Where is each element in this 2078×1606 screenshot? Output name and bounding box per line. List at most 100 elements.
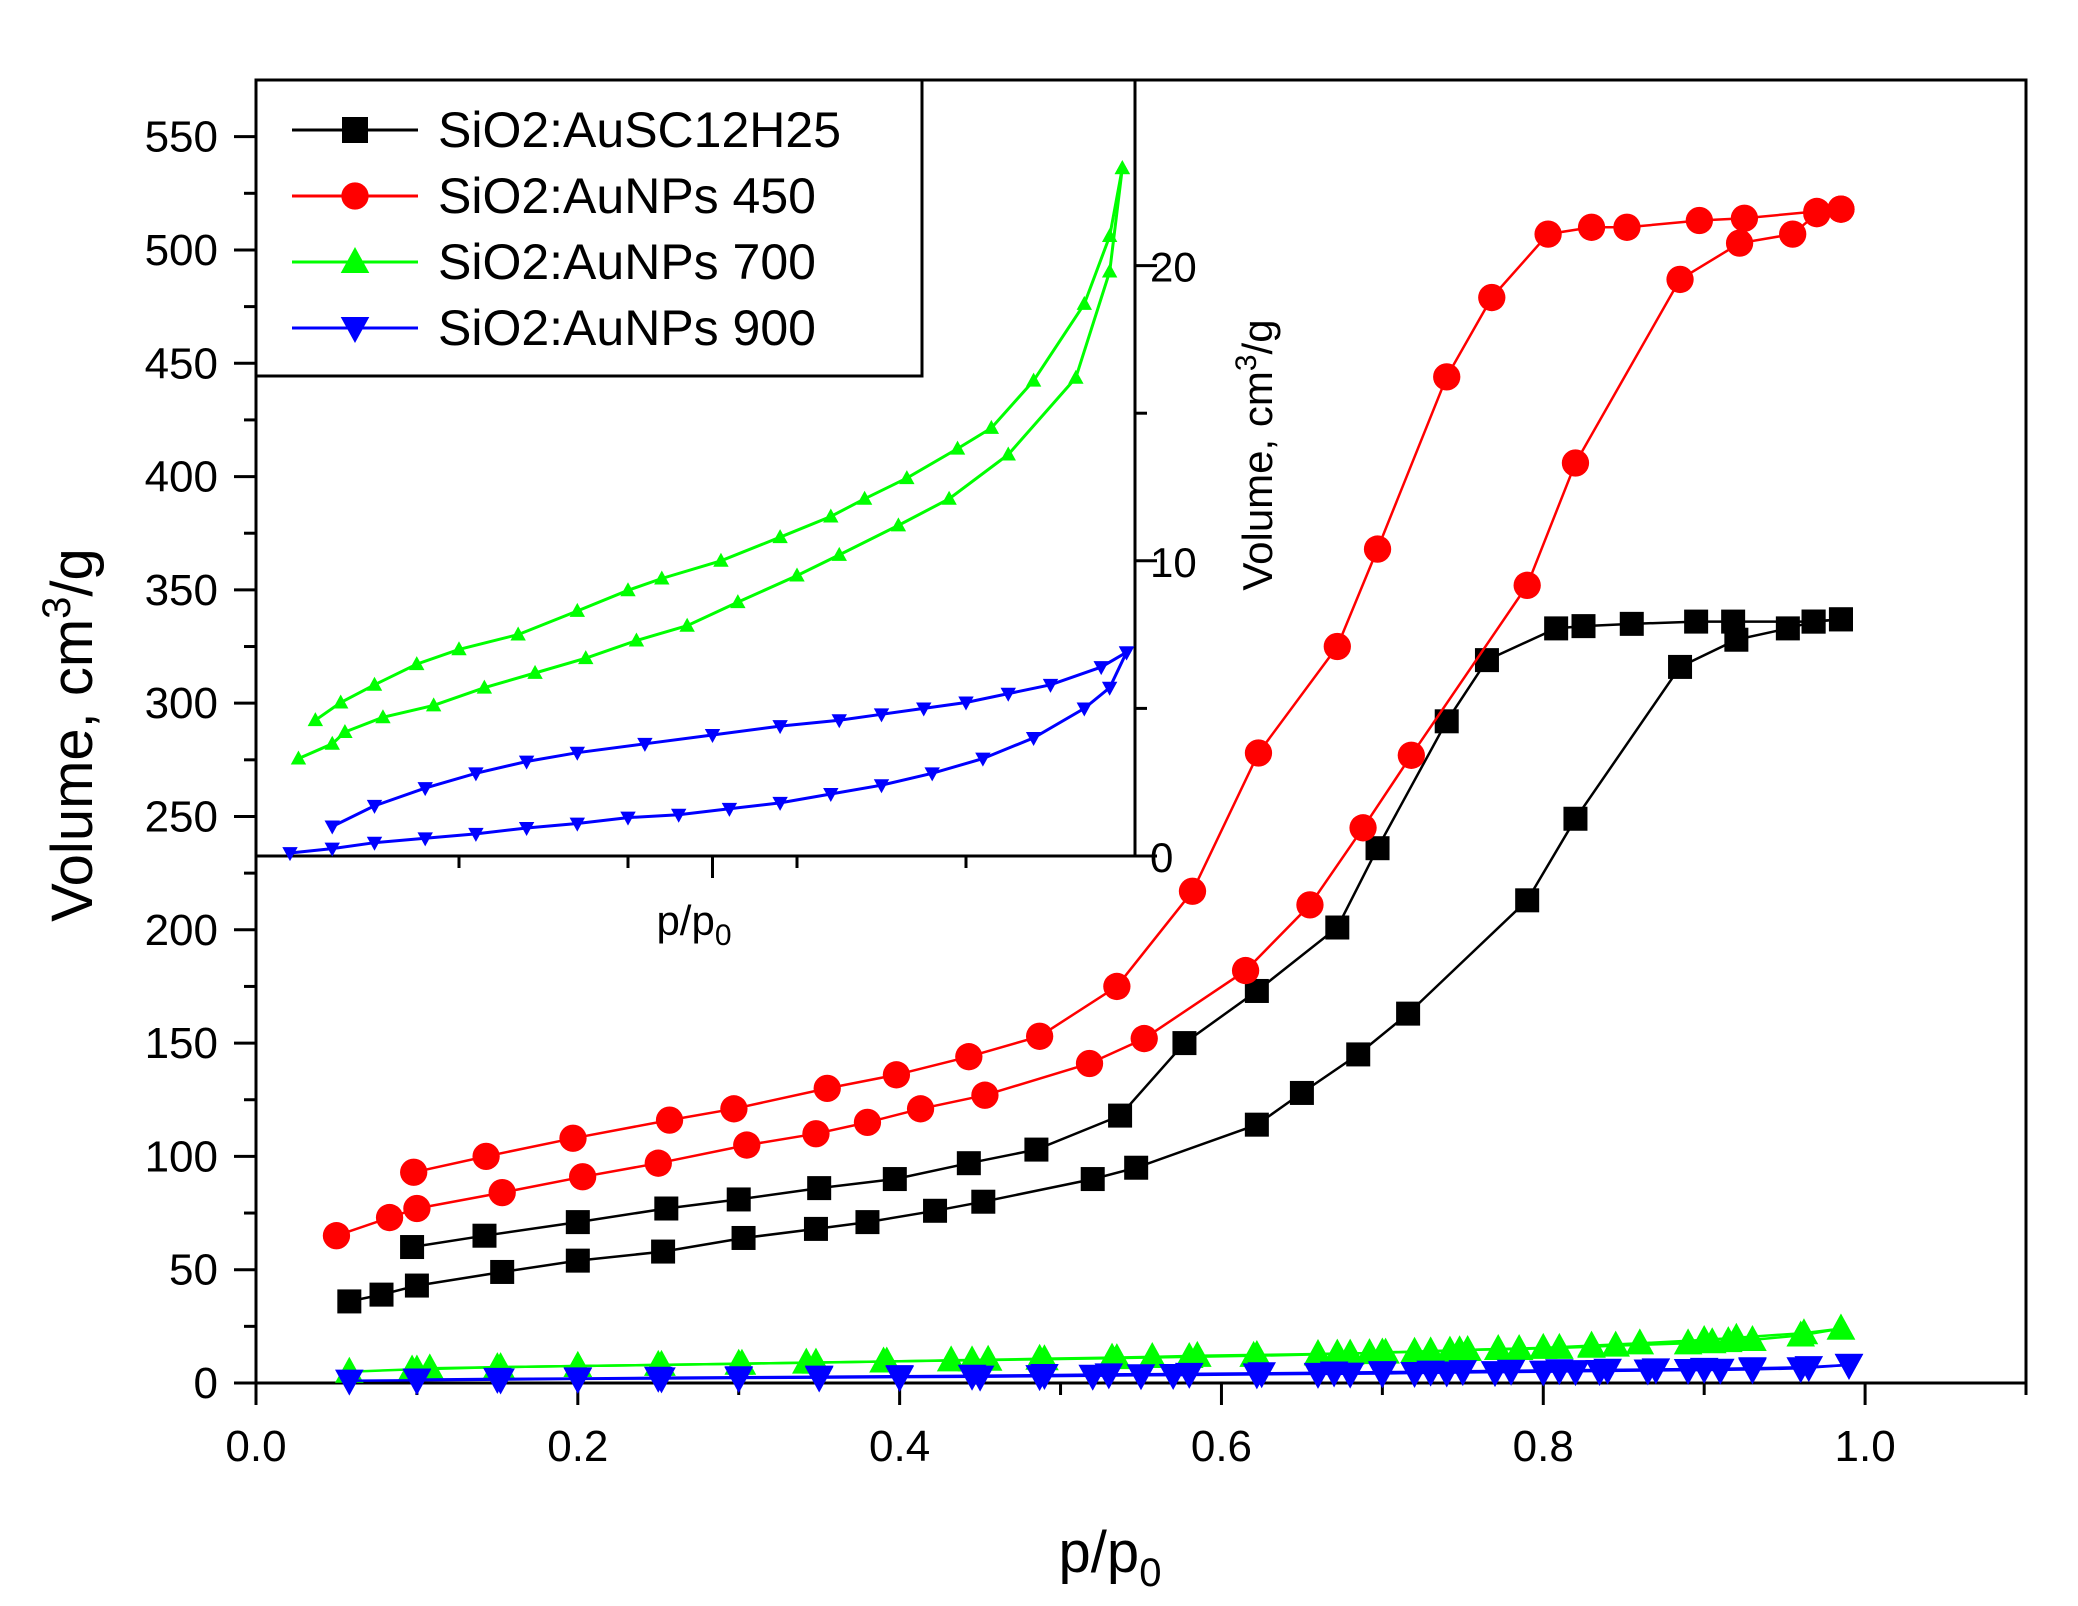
desorption-point bbox=[807, 1176, 832, 1201]
legend-item: SiO2:AuNPs 700 bbox=[292, 234, 816, 290]
inset-desorption-point bbox=[307, 712, 324, 727]
desorption-point bbox=[559, 1124, 587, 1152]
inset-adsorption-point bbox=[941, 490, 957, 505]
inset-adsorption-point bbox=[679, 617, 695, 632]
desorption-point bbox=[472, 1223, 497, 1248]
inset-desorption-point bbox=[654, 570, 670, 585]
x-axis-label: p/p0 bbox=[1059, 1520, 1162, 1595]
legend-marker bbox=[341, 182, 369, 210]
legend-label: SiO2:AuNPs 900 bbox=[438, 300, 816, 356]
desorption-point bbox=[1827, 195, 1855, 223]
inset-desorption-point bbox=[772, 720, 788, 735]
desorption-point bbox=[1103, 972, 1131, 1001]
desorption-point bbox=[1434, 709, 1459, 734]
desorption-point bbox=[1593, 1358, 1622, 1385]
adsorption-point bbox=[335, 1369, 364, 1396]
adsorption-point bbox=[375, 1203, 404, 1232]
desorption-point bbox=[724, 1366, 754, 1393]
desorption-point bbox=[726, 1187, 751, 1212]
inset-desorption-point bbox=[366, 799, 383, 814]
inset-desorption-point bbox=[451, 641, 467, 656]
adsorption-point bbox=[733, 1131, 761, 1159]
desorption-point bbox=[1496, 1359, 1526, 1386]
desorption-point bbox=[955, 1043, 983, 1071]
desorption-point bbox=[1478, 283, 1506, 312]
desorption-point bbox=[1738, 1357, 1767, 1384]
y-tick-label: 350 bbox=[145, 566, 218, 615]
inset-adsorption-point bbox=[518, 822, 535, 837]
desorption-point bbox=[1416, 1360, 1445, 1387]
desorption-point bbox=[472, 1142, 500, 1171]
adsorption-point bbox=[488, 1178, 516, 1207]
inset-y-axis-label: Volume, cm3/g bbox=[1230, 319, 1281, 590]
inset-adsorption-point bbox=[1076, 702, 1092, 717]
inset-series-SiO2:AuNPs 700 bbox=[290, 160, 1131, 765]
inset-adsorption-point bbox=[468, 827, 484, 842]
main-axis-ticks: 0.0 0.2 0.4 0.6 0.8 1.00501001502002503003504… bbox=[145, 113, 2028, 1471]
adsorption-point bbox=[1513, 571, 1541, 599]
x-tick-label: 0.4 bbox=[869, 1422, 930, 1471]
inset-desorption-point bbox=[518, 755, 535, 770]
inset-desorption-point bbox=[333, 694, 349, 709]
desorption-point bbox=[1365, 836, 1390, 861]
inset-adsorption-point bbox=[476, 679, 493, 694]
desorption-point bbox=[1108, 1103, 1133, 1128]
desorption-point bbox=[1363, 535, 1392, 563]
x-tick-label: 1.0 bbox=[1835, 1422, 1896, 1471]
desorption-point bbox=[956, 1151, 981, 1176]
adsorption-point bbox=[1563, 806, 1588, 831]
desorption-point bbox=[1571, 614, 1596, 639]
inset-adsorption-point bbox=[1000, 446, 1016, 461]
inset-adsorption-point bbox=[772, 796, 788, 811]
desorption-point bbox=[1577, 213, 1606, 241]
inset-desorption-point bbox=[916, 702, 932, 717]
adsorption-point bbox=[1561, 449, 1590, 477]
adsorption-point bbox=[1296, 891, 1324, 919]
adsorption-point bbox=[1775, 616, 1800, 641]
desorption-point bbox=[1433, 363, 1461, 391]
inset-adsorption-point bbox=[831, 546, 847, 561]
inset-adsorption-point bbox=[527, 664, 543, 679]
inset-adsorption-point bbox=[628, 632, 645, 647]
inset-desorption-point bbox=[366, 676, 383, 691]
inset-adsorption-point bbox=[324, 735, 340, 750]
desorption-point bbox=[882, 1167, 907, 1192]
desorption-point bbox=[957, 1364, 987, 1391]
adsorption-point bbox=[855, 1210, 880, 1235]
adsorption-point bbox=[1346, 1042, 1371, 1067]
adsorption-point bbox=[1080, 1167, 1105, 1192]
desorption-point bbox=[1534, 220, 1562, 248]
x-tick-label: 0.0 bbox=[225, 1422, 286, 1471]
desorption-point bbox=[1030, 1344, 1059, 1371]
inset-desorption-point bbox=[569, 602, 585, 617]
desorption-point bbox=[1172, 1031, 1197, 1056]
adsorption-point bbox=[322, 1222, 351, 1250]
inset-adsorption-point bbox=[366, 836, 383, 851]
inset-desorption-point bbox=[1076, 295, 1092, 310]
inset-adsorption-point bbox=[975, 752, 991, 767]
desorption-point bbox=[1445, 1335, 1474, 1362]
desorption-point bbox=[1801, 609, 1826, 634]
inset-desorption-point bbox=[856, 490, 873, 505]
inset-desorption-point bbox=[704, 729, 721, 744]
desorption-point bbox=[1178, 877, 1207, 905]
adsorption-point bbox=[565, 1248, 590, 1273]
inset-adsorption-point bbox=[873, 779, 890, 794]
adsorption-point bbox=[644, 1149, 672, 1177]
inset-desorption-point bbox=[873, 708, 890, 723]
series-SiO2:AuNPs 900 bbox=[335, 1353, 1864, 1396]
y-tick-label: 550 bbox=[145, 113, 218, 162]
inset-axis-ticks: 0 10 20 bbox=[457, 244, 1197, 881]
inset-desorption-point bbox=[831, 714, 847, 729]
legend: SiO2:AuSC12H25 SiO2:AuNPs 450 SiO2:AuNPs 7… bbox=[292, 102, 841, 356]
adsorption-point bbox=[1668, 654, 1693, 679]
inset-adsorption-point bbox=[1068, 369, 1084, 384]
inset-adsorption-point bbox=[324, 842, 340, 857]
desorption-point bbox=[804, 1365, 834, 1392]
desorption-point bbox=[1325, 915, 1350, 940]
inset-series-group bbox=[282, 160, 1135, 862]
desorption-point bbox=[1371, 1337, 1400, 1364]
inset-x-axis-label: p/p0 bbox=[656, 897, 731, 952]
desorption-point bbox=[1722, 1322, 1751, 1349]
desorption-point bbox=[1528, 1332, 1558, 1359]
